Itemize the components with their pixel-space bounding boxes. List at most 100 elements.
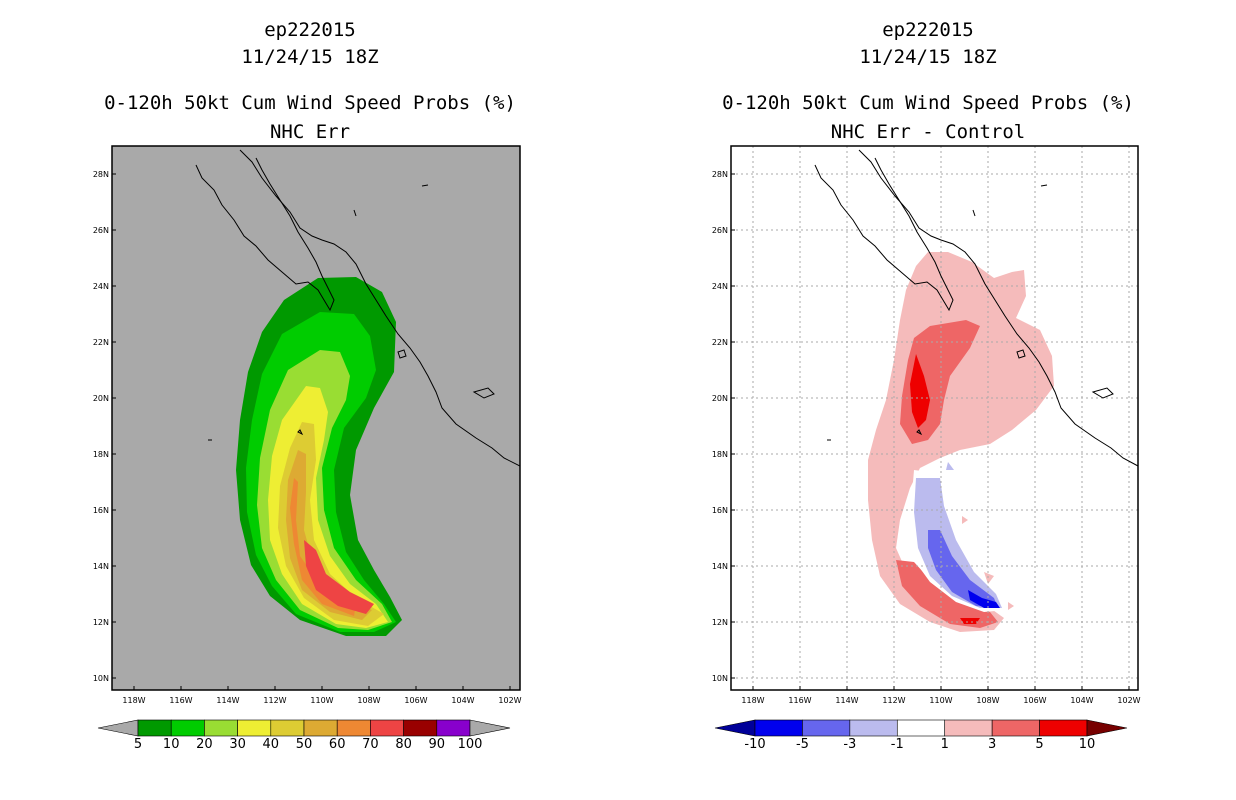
left-panel: ep222015 11/24/15 18Z 0-120h 50kt Cum Wi… (93, 19, 522, 752)
colorbar-label: -1 (891, 737, 904, 752)
colorbar-swatch (896, 719, 946, 737)
left-contour-60 (290, 478, 356, 616)
right-difference-contours (868, 252, 1054, 632)
colorbar-swatch (436, 719, 471, 737)
x-tick-label: 108W (357, 696, 380, 705)
x-tick-label: 116W (169, 696, 192, 705)
left-coast-isla-1 (472, 387, 495, 399)
colorbar-label: -10 (744, 737, 765, 752)
right-contour-small-neg (946, 462, 954, 470)
colorbar-over-triangle (469, 719, 511, 737)
right-storm-id: ep222015 (882, 19, 974, 41)
x-tick-label: 118W (741, 696, 764, 705)
colorbar-label: 60 (329, 737, 346, 752)
colorbar-label: 40 (263, 737, 280, 752)
x-tick-label: 104W (451, 696, 474, 705)
colorbar-swatch (991, 719, 1040, 737)
y-tick-label: 28N (712, 170, 728, 179)
y-tick-label: 20N (712, 394, 728, 403)
right-map-frame (730, 145, 1139, 691)
right-gridlines (731, 146, 1138, 690)
colorbar-swatch (754, 719, 803, 737)
left-coast-mainland (239, 149, 520, 467)
colorbar-swatch (370, 719, 404, 737)
x-tick-label: 110W (929, 696, 952, 705)
left-probability-contours (236, 277, 402, 636)
colorbar-label: 10 (1079, 737, 1096, 752)
left-subtitle: NHC Err (270, 121, 350, 143)
right-coast-baja (814, 157, 954, 312)
x-tick-label: 104W (1070, 696, 1093, 705)
right-contour-neg10 (968, 590, 1000, 608)
colorbar-label: 5 (1035, 737, 1043, 752)
left-coastlines (195, 149, 520, 467)
colorbar-label: 20 (196, 737, 213, 752)
left-title: 0-120h 50kt Cum Wind Speed Probs (%) (104, 92, 516, 114)
left-contour-70 (304, 540, 374, 614)
colorbar-label: 5 (134, 737, 142, 752)
colorbar-label: -3 (843, 737, 856, 752)
colorbar-label: 30 (229, 737, 246, 752)
colorbar-label: 10 (163, 737, 180, 752)
colorbar-swatch (944, 719, 993, 737)
y-tick-label: 24N (93, 282, 109, 291)
colorbar-label: 1 (941, 737, 949, 752)
right-axis-ticks: 28N 26N 24N 22N 20N 18N 16N 14N 12N 10N 118W 116W 1… (712, 170, 1141, 705)
y-tick-label: 12N (93, 618, 109, 627)
x-tick-label: 112W (263, 696, 286, 705)
y-tick-label: 18N (93, 450, 109, 459)
right-subtitle: NHC Err - Control (831, 121, 1025, 143)
left-coast-isla-3 (421, 184, 429, 187)
colorbar-swatch (170, 719, 205, 737)
y-tick-label: 14N (93, 562, 109, 571)
colorbar-label: -5 (796, 737, 809, 752)
right-coast-isla-1 (1091, 387, 1114, 399)
colorbar-swatch (204, 719, 238, 737)
left-map-frame (111, 145, 521, 691)
x-tick-label: 110W (310, 696, 333, 705)
right-coastlines (814, 149, 1138, 467)
colorbar-swatch (1039, 719, 1088, 737)
right-coast-isla-3 (1040, 184, 1048, 187)
y-tick-label: 26N (93, 226, 109, 235)
y-tick-label: 20N (93, 394, 109, 403)
y-tick-label: 12N (712, 618, 728, 627)
colorbar-swatch (403, 719, 438, 737)
left-axis-ticks: 28N 26N 24N 22N 20N 18N 16N 14N 12N 10N 118W 116W 1… (93, 170, 522, 705)
right-contour-small-pos3 (962, 516, 968, 524)
right-colorbar: -10 -5 -3 -1 1 3 5 10 (714, 719, 1128, 752)
right-coast-isla-4 (972, 209, 976, 217)
right-contour-pos5b (960, 618, 980, 624)
y-tick-label: 22N (712, 338, 728, 347)
colorbar-over-triangle (1086, 719, 1128, 737)
colorbar-label: 90 (429, 737, 446, 752)
y-tick-label: 22N (93, 338, 109, 347)
colorbar-swatch (802, 719, 851, 737)
colorbar-label: 80 (395, 737, 412, 752)
y-tick-label: 28N (93, 170, 109, 179)
x-tick-label: 102W (498, 696, 521, 705)
colorbar-swatch (849, 719, 898, 737)
x-tick-label: 102W (1117, 696, 1140, 705)
right-coast-mainland (858, 149, 1138, 467)
colorbar-label: 3 (988, 737, 996, 752)
x-tick-label: 108W (976, 696, 999, 705)
colorbar-swatch (237, 719, 272, 737)
y-tick-label: 26N (712, 226, 728, 235)
right-coast-tres-marias (1016, 349, 1026, 359)
x-tick-label: 114W (835, 696, 858, 705)
y-tick-label: 16N (93, 506, 109, 515)
left-coast-socorro (297, 429, 304, 436)
colorbar-label: 50 (296, 737, 313, 752)
x-tick-label: 112W (882, 696, 905, 705)
colorbar-swatch (270, 719, 305, 737)
left-coast-isla-4 (353, 209, 357, 217)
x-tick-label: 106W (1023, 696, 1046, 705)
y-tick-label: 24N (712, 282, 728, 291)
left-coast-tres-marias (397, 349, 407, 359)
y-tick-label: 18N (712, 450, 728, 459)
colorbar-under-triangle (97, 719, 139, 737)
colorbar-swatch (336, 719, 371, 737)
left-datetime: 11/24/15 18Z (241, 46, 378, 68)
